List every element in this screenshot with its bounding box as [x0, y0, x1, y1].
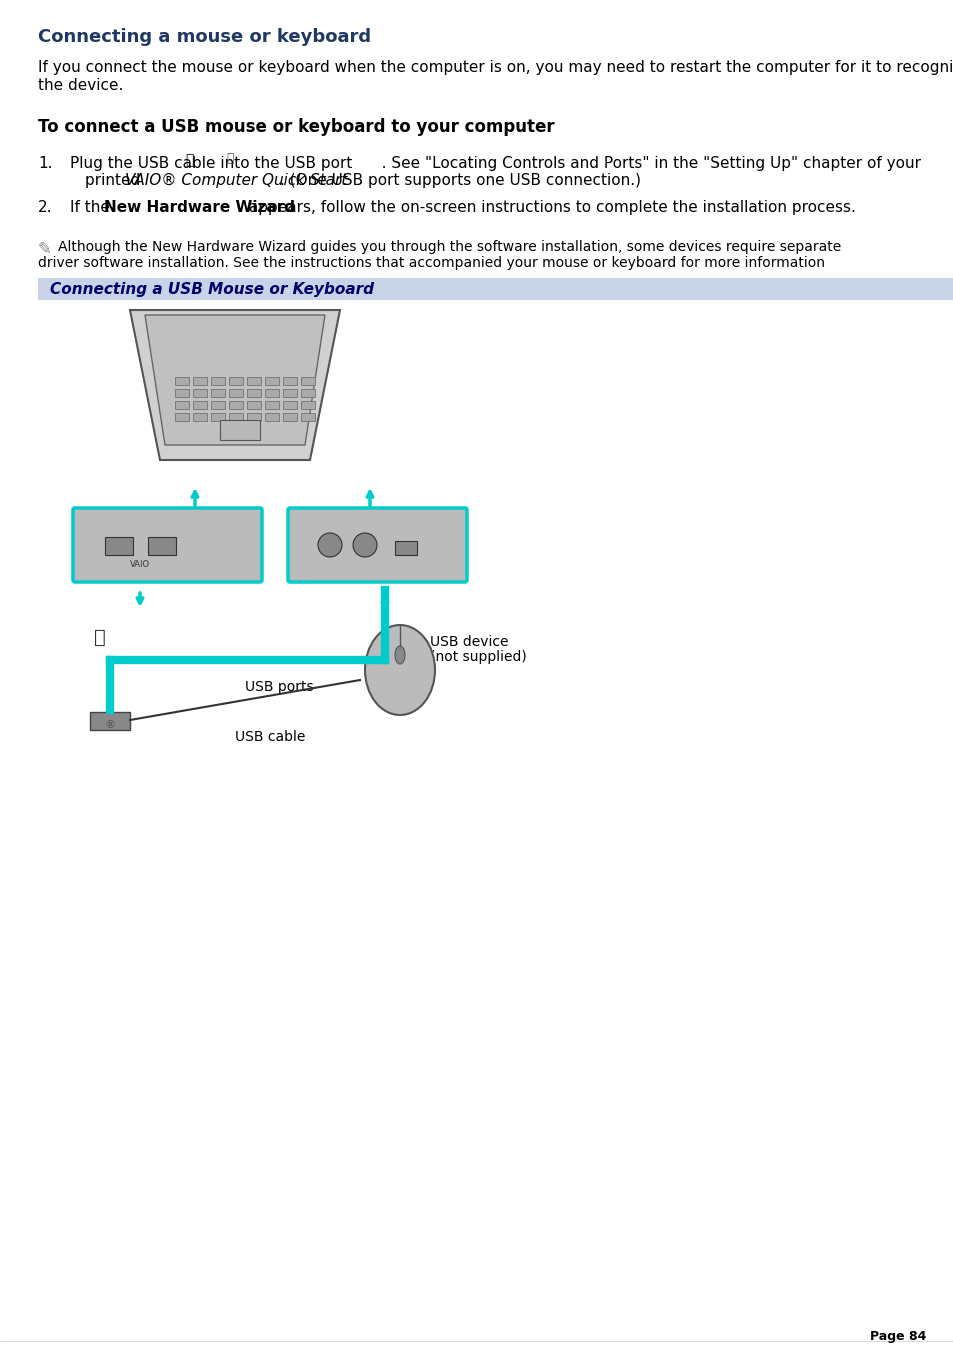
- Bar: [283, 413, 296, 422]
- FancyBboxPatch shape: [73, 508, 262, 582]
- Bar: [301, 413, 314, 422]
- Bar: [265, 401, 278, 409]
- Text: USB ports: USB ports: [245, 680, 314, 694]
- Text: ✎: ✎: [38, 240, 51, 258]
- Text: USB device: USB device: [430, 635, 508, 648]
- Bar: [247, 413, 261, 422]
- Ellipse shape: [365, 626, 435, 715]
- Bar: [193, 389, 207, 397]
- Bar: [265, 389, 278, 397]
- Text: ®: ®: [105, 720, 115, 730]
- Text: the device.: the device.: [38, 78, 123, 93]
- FancyBboxPatch shape: [288, 508, 467, 582]
- Text: VAIO: VAIO: [130, 561, 150, 569]
- Polygon shape: [145, 315, 325, 444]
- Bar: [229, 389, 243, 397]
- Bar: [211, 401, 225, 409]
- Bar: [105, 536, 132, 555]
- Text: Page 84: Page 84: [869, 1329, 925, 1343]
- Bar: [174, 413, 189, 422]
- Text: Connecting a mouse or keyboard: Connecting a mouse or keyboard: [38, 28, 371, 46]
- Bar: [174, 377, 189, 385]
- Bar: [229, 413, 243, 422]
- Bar: [220, 420, 260, 440]
- Text: Plug the USB cable into the USB port      . See "Locating Controls and Ports" in: Plug the USB cable into the USB port . S…: [70, 155, 920, 172]
- Ellipse shape: [395, 646, 405, 663]
- Text: If you connect the mouse or keyboard when the computer is on, you may need to re: If you connect the mouse or keyboard whe…: [38, 59, 953, 76]
- Text: . (One USB port supports one USB connection.): . (One USB port supports one USB connect…: [280, 173, 640, 188]
- Text: Connecting a USB Mouse or Keyboard: Connecting a USB Mouse or Keyboard: [50, 282, 374, 297]
- Bar: [265, 377, 278, 385]
- Bar: [301, 377, 314, 385]
- Bar: [174, 389, 189, 397]
- Bar: [247, 389, 261, 397]
- Bar: [283, 401, 296, 409]
- Circle shape: [353, 534, 376, 557]
- Text: 2.: 2.: [38, 200, 52, 215]
- Text: (not supplied): (not supplied): [430, 650, 526, 663]
- Text: driver software installation. See the instructions that accompanied your mouse o: driver software installation. See the in…: [38, 255, 824, 270]
- Text: printed: printed: [85, 173, 145, 188]
- Bar: [283, 389, 296, 397]
- Text: ⾙: ⾙: [185, 153, 193, 168]
- Bar: [193, 401, 207, 409]
- Bar: [211, 389, 225, 397]
- Bar: [283, 377, 296, 385]
- Bar: [247, 401, 261, 409]
- Bar: [247, 377, 261, 385]
- Bar: [193, 413, 207, 422]
- Bar: [211, 413, 225, 422]
- Bar: [38, 278, 953, 300]
- Bar: [229, 377, 243, 385]
- Text: USB cable: USB cable: [234, 730, 305, 744]
- Text: 1.: 1.: [38, 155, 52, 172]
- Bar: [229, 401, 243, 409]
- Bar: [193, 377, 207, 385]
- Circle shape: [317, 534, 341, 557]
- Text: VAIO® Computer Quick Start: VAIO® Computer Quick Start: [125, 173, 347, 188]
- Text: ⭠: ⭠: [226, 153, 233, 165]
- Text: New Hardware Wizard: New Hardware Wizard: [104, 200, 294, 215]
- Text: To connect a USB mouse or keyboard to your computer: To connect a USB mouse or keyboard to yo…: [38, 118, 554, 136]
- Bar: [90, 712, 130, 730]
- Bar: [174, 401, 189, 409]
- Text: Although the New Hardware Wizard guides you through the software installation, s: Although the New Hardware Wizard guides …: [58, 240, 841, 254]
- Bar: [148, 536, 175, 555]
- Text: If the: If the: [70, 200, 114, 215]
- Bar: [211, 377, 225, 385]
- Text: ⾙: ⾙: [94, 628, 106, 647]
- Bar: [395, 540, 416, 555]
- Bar: [265, 413, 278, 422]
- Bar: [301, 389, 314, 397]
- Polygon shape: [130, 309, 339, 459]
- Text: appears, follow the on-screen instructions to complete the installation process.: appears, follow the on-screen instructio…: [244, 200, 855, 215]
- Bar: [301, 401, 314, 409]
